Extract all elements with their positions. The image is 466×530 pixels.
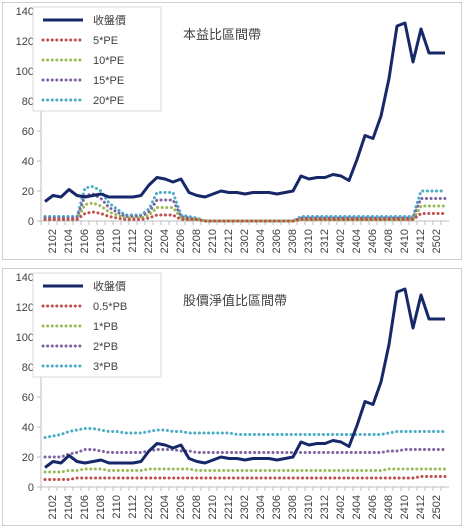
x-tick-label: 2304: [255, 229, 267, 253]
y-tick-label: 0: [28, 482, 34, 494]
x-tick-label: 2104: [63, 495, 75, 519]
y-tick-label: 120: [16, 302, 34, 314]
y-tick-label: 20: [22, 452, 34, 464]
x-tick-label: 2302: [239, 229, 251, 253]
x-tick-label: 2210: [207, 495, 219, 519]
x-tick-label: 2106: [79, 495, 91, 519]
x-tick-label: 2204: [159, 229, 171, 253]
pe-band-chart-panel: 0 20 40 60 80 100 120 140 2102 2104 2106 2108 2110 21…: [2, 2, 462, 260]
legend-label: 3*PB: [93, 361, 118, 373]
legend-label: 0.5*PB: [93, 301, 127, 313]
x-tick-label: 2102: [47, 495, 59, 519]
chart-title: 股價淨值比區間帶: [183, 293, 287, 308]
pe-band-chart: 0 20 40 60 80 100 120 140 2102 2104 2106 2108 2110 21…: [16, 6, 449, 253]
x-tick-label: 2102: [47, 229, 59, 253]
x-tick-label: 2212: [223, 495, 235, 519]
series-line-band-3: [43, 448, 447, 459]
x-tick-label: 2304: [255, 495, 267, 519]
chart-title: 本益比區間帶: [183, 27, 261, 42]
x-tick-label: 2408: [383, 229, 395, 253]
series-line-band-1: [43, 210, 447, 223]
legend-label: 1*PB: [93, 321, 118, 333]
x-tick-label: 2412: [415, 495, 427, 519]
x-tick-label: 2410: [399, 495, 411, 519]
x-tick-label: 2302: [239, 495, 251, 519]
legend: 收盤價 0.5*PB 1*PB 2*PB 3*PB: [32, 272, 162, 378]
series-line-band-2: [43, 201, 447, 223]
x-tick-label: 2312: [319, 495, 331, 519]
x-tick-label: 2108: [95, 229, 107, 253]
x-tick-label: 2310: [303, 229, 315, 253]
x-tick-label: 2106: [79, 229, 91, 253]
legend-box: [32, 6, 162, 112]
y-tick-label: 120: [16, 36, 34, 48]
y-tick-label: 20: [22, 186, 34, 198]
x-tick-label: 2110: [111, 229, 123, 253]
legend-label: 收盤價: [93, 279, 126, 293]
x-tick-label: 2206: [175, 229, 187, 253]
series-line-band-4: [43, 427, 447, 439]
x-tick-label: 2112: [127, 495, 139, 519]
x-tick-label: 2410: [399, 229, 411, 253]
y-tick-label: 0: [28, 216, 34, 228]
x-tick-label: 2502: [431, 229, 443, 253]
y-tick-label: 40: [22, 156, 34, 168]
y-tick-label: 60: [22, 126, 34, 138]
pb-band-chart-panel: 0 20 40 60 80 100 120 140 2102 2104 2106 2108 2110 21…: [2, 268, 462, 526]
x-tick-label: 2402: [335, 229, 347, 253]
x-tick-label: 2404: [351, 229, 363, 253]
x-tick-label: 2204: [159, 495, 171, 519]
x-tick-label: 2502: [431, 495, 443, 519]
x-tick-label: 2308: [287, 495, 299, 519]
series-line-band-2: [43, 467, 447, 474]
x-tick-label: 2208: [191, 495, 203, 519]
series-line-band-3: [43, 192, 447, 223]
legend-label: 2*PB: [93, 341, 118, 353]
x-tick-label: 2406: [367, 229, 379, 253]
y-tick-label: 140: [16, 6, 34, 18]
x-tick-label: 2404: [351, 495, 363, 519]
x-tick-label: 2210: [207, 229, 219, 253]
y-tick-label: 100: [16, 66, 34, 78]
legend-label: 20*PE: [93, 95, 124, 107]
x-tick-label: 2212: [223, 229, 235, 253]
legend-label: 10*PE: [93, 55, 124, 67]
series-line-band-1: [43, 475, 447, 481]
x-tick-label: 2104: [63, 229, 75, 253]
series-line-band-4: [43, 185, 447, 223]
legend-label: 收盤價: [93, 13, 126, 27]
x-tick-label: 2308: [287, 229, 299, 253]
legend-label: 15*PE: [93, 75, 124, 87]
x-tick-label: 2110: [111, 495, 123, 519]
series-line-close-price: [44, 287, 445, 469]
x-tick-label: 2306: [271, 495, 283, 519]
x-tick-label: 2310: [303, 495, 315, 519]
x-tick-label: 2108: [95, 495, 107, 519]
legend-label: 5*PE: [93, 35, 118, 47]
x-tick-label: 2402: [335, 495, 347, 519]
legend-box: [32, 272, 162, 378]
x-tick-label: 2112: [127, 229, 139, 253]
y-tick-label: 60: [22, 392, 34, 404]
series-line-close-price: [44, 21, 445, 203]
y-tick-label: 80: [22, 96, 34, 108]
y-tick-label: 80: [22, 362, 34, 374]
y-tick-label: 140: [16, 272, 34, 284]
y-tick-label: 100: [16, 332, 34, 344]
x-tick-label: 2312: [319, 229, 331, 253]
y-tick-label: 40: [22, 422, 34, 434]
x-tick-label: 2208: [191, 229, 203, 253]
x-tick-label: 2412: [415, 229, 427, 253]
x-tick-label: 2408: [383, 495, 395, 519]
x-tick-label: 2202: [143, 229, 155, 253]
x-tick-label: 2202: [143, 495, 155, 519]
x-tick-label: 2206: [175, 495, 187, 519]
pb-band-chart: 0 20 40 60 80 100 120 140 2102 2104 2106 2108 2110 21…: [16, 272, 449, 519]
legend: 收盤價 5*PE 10*PE 15*PE 20*PE: [32, 6, 162, 112]
x-tick-label: 2406: [367, 495, 379, 519]
x-tick-label: 2306: [271, 229, 283, 253]
